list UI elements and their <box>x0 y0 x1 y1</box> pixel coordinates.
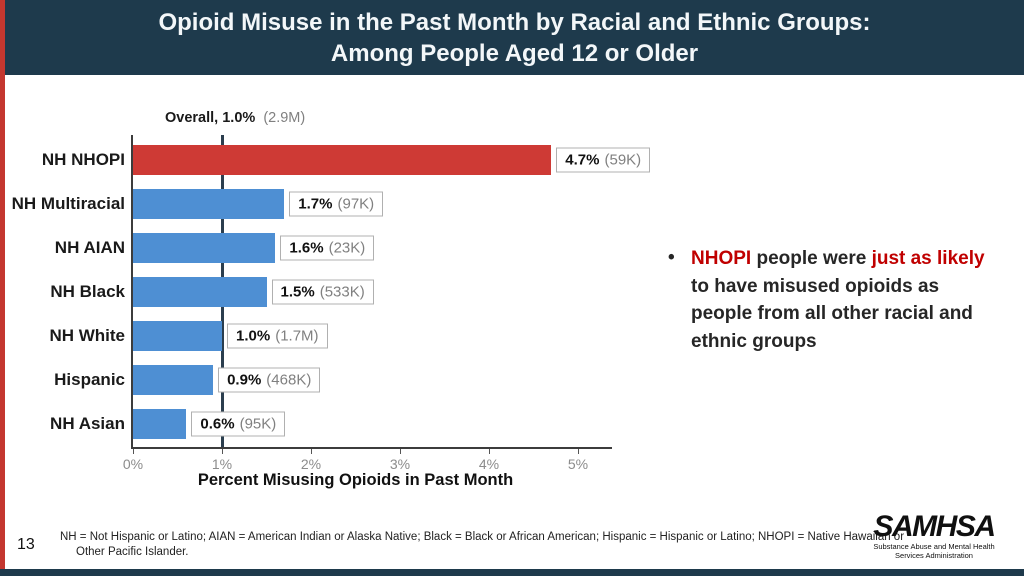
bar <box>133 189 285 219</box>
bullet-text-segment: to have misused opioids as people from a… <box>691 275 973 352</box>
bullet-text-segment: people were <box>751 248 872 269</box>
category-label: NH White <box>49 326 125 345</box>
value-percent: 1.5% <box>280 283 315 301</box>
y-axis-line <box>131 135 133 449</box>
samhsa-logo: SAMHSA Substance Abuse and Mental Health… <box>854 511 1014 560</box>
bar <box>133 277 267 307</box>
value-label-box: 1.6% (23K) <box>280 235 375 261</box>
x-tick-label: 1% <box>211 456 233 472</box>
value-label-box: 0.9% (468K) <box>218 367 321 393</box>
value-label-box: 1.5% (533K) <box>271 279 374 305</box>
category-label: NH AIAN <box>54 238 125 257</box>
x-tick-mark <box>221 449 223 454</box>
overall-annotation: Overall, 1.0% (2.9M) <box>165 110 305 126</box>
value-count: (468K) <box>266 371 312 389</box>
x-tick-mark <box>310 449 312 454</box>
value-label-box: 0.6% (95K) <box>191 411 286 437</box>
footnote-line1: NH = Not Hispanic or Latino; AIAN = Amer… <box>60 531 905 543</box>
value-percent: 0.9% <box>227 371 262 389</box>
value-count: (1.7M) <box>275 327 319 345</box>
x-tick-label: 4% <box>478 456 500 472</box>
value-percent: 1.0% <box>236 327 271 345</box>
slide-title-line1: Opioid Misuse in the Past Month by Racia… <box>158 8 871 36</box>
x-tick-mark <box>488 449 490 454</box>
x-tick-mark <box>577 449 579 454</box>
value-percent: 1.6% <box>289 239 324 257</box>
category-label: Hispanic <box>54 370 125 389</box>
samhsa-logo-subtext-line1: Substance Abuse and Mental Health <box>873 542 995 551</box>
bottom-accent-bar <box>0 569 1024 576</box>
bullet-text-segment: NHOPI <box>691 248 752 269</box>
footnote-line2: Other Pacific Islander. <box>76 546 189 558</box>
x-tick-mark <box>399 449 401 454</box>
value-count: (59K) <box>604 151 642 169</box>
bar <box>133 233 276 263</box>
samhsa-logo-subtext-line2: Services Administration <box>895 551 973 560</box>
value-percent: 0.6% <box>200 415 235 433</box>
page-number: 13 <box>17 536 35 553</box>
left-accent-strip <box>0 0 5 569</box>
value-percent: 1.7% <box>298 195 333 213</box>
value-count: (97K) <box>337 195 375 213</box>
overall-value-text: Overall, 1.0% <box>165 110 256 126</box>
value-percent: 4.7% <box>565 151 600 169</box>
bar <box>133 321 222 351</box>
samhsa-logo-wordmark: SAMHSA <box>873 510 996 543</box>
x-tick-label: 5% <box>567 456 589 472</box>
category-label: NH NHOPI <box>41 150 125 169</box>
overall-count-text: (2.9M) <box>263 110 306 126</box>
bar-highlighted <box>133 145 552 175</box>
bar <box>133 365 214 395</box>
bullet-text-segment: just as likely <box>871 248 985 269</box>
key-finding-bullet: NHOPI people were just as likely to have… <box>691 245 991 355</box>
category-label: NH Black <box>50 282 125 301</box>
category-label: NH Asian <box>50 414 125 433</box>
x-tick-label: 3% <box>389 456 411 472</box>
value-count: (533K) <box>319 283 365 301</box>
value-count: (95K) <box>239 415 277 433</box>
category-label: NH Multiracial <box>11 194 125 213</box>
slide-header: Opioid Misuse in the Past Month by Racia… <box>5 0 1024 75</box>
x-axis-title: Percent Misusing Opioids in Past Month <box>197 471 514 489</box>
slide-title-line2: Among People Aged 12 or Older <box>330 39 699 67</box>
x-tick-mark <box>132 449 134 454</box>
x-tick-label: 2% <box>300 456 322 472</box>
value-label-box: 1.7% (97K) <box>289 191 384 217</box>
value-label-box: 4.7% (59K) <box>556 147 651 173</box>
x-tick-label: 0% <box>122 456 144 472</box>
bullet-marker: • <box>668 247 675 268</box>
x-axis-line <box>131 447 612 449</box>
value-count: (23K) <box>328 239 366 257</box>
bar <box>133 409 187 439</box>
value-label-box: 1.0% (1.7M) <box>227 323 328 349</box>
